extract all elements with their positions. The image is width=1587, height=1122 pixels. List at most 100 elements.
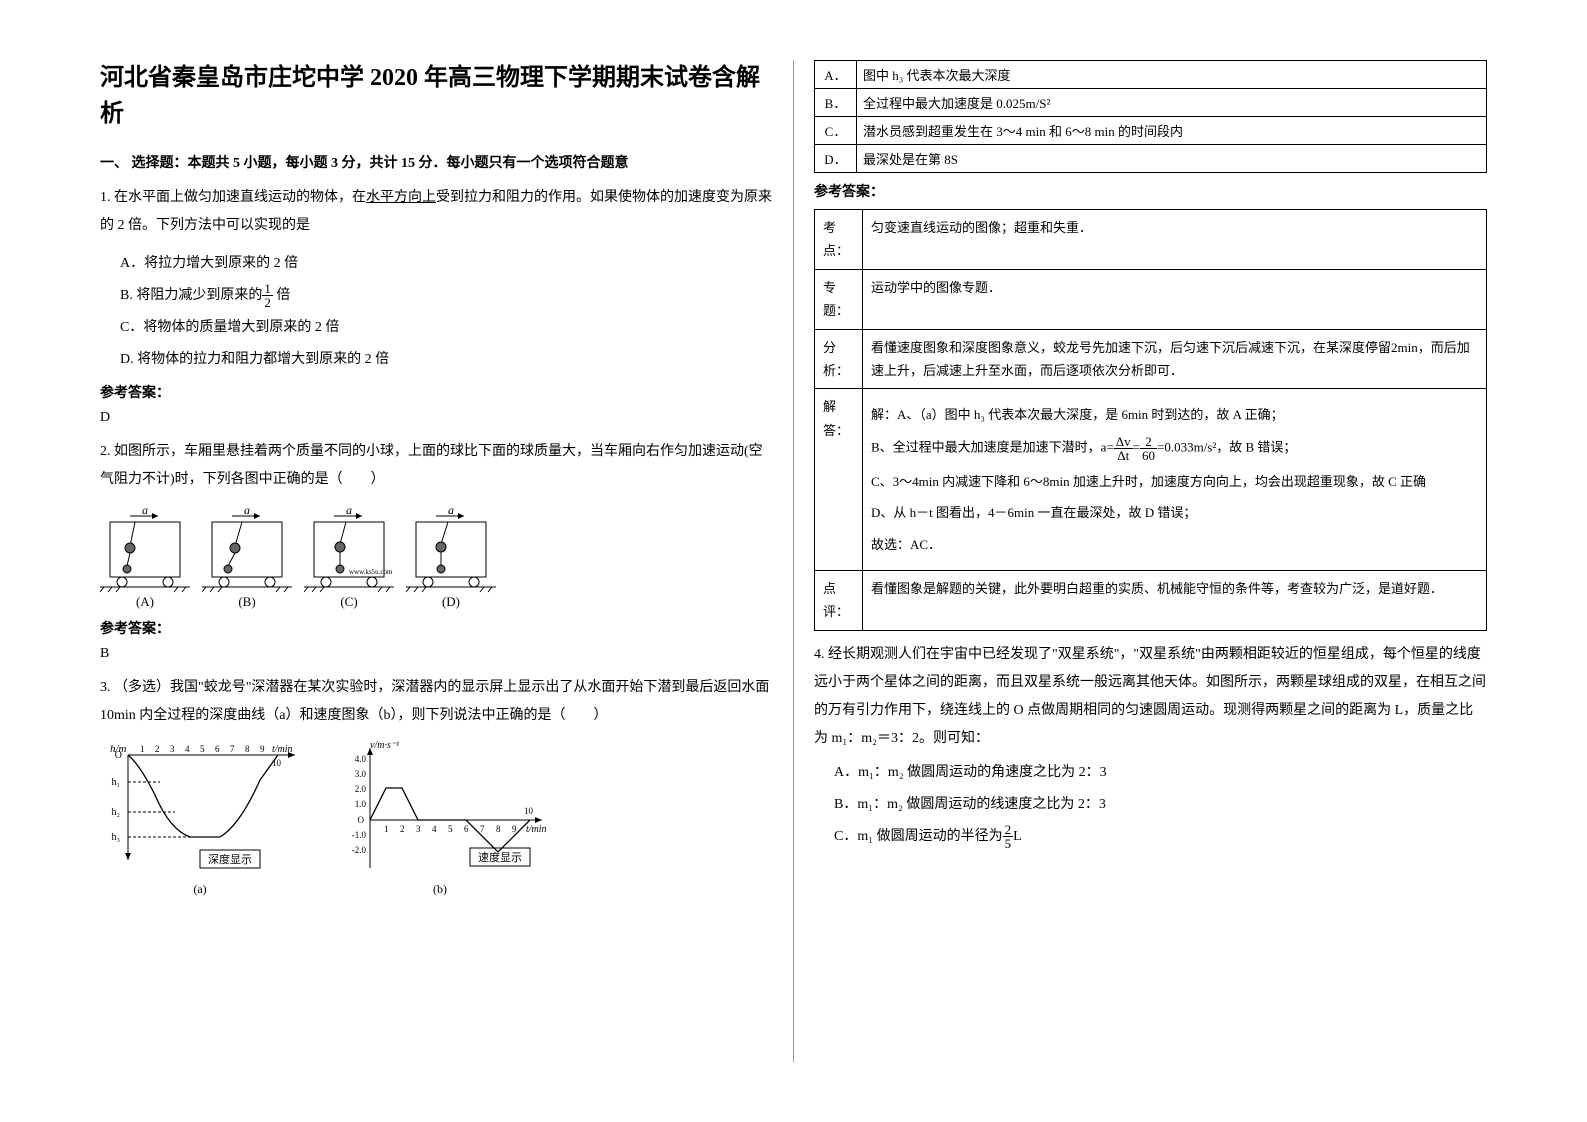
svg-text:2: 2 xyxy=(155,744,160,754)
q1-optA: A．将拉力增大到原来的 2 倍 xyxy=(120,250,773,278)
ana-r4-B-pre: B、全过程中最大加速度是加速下潜时，a= xyxy=(871,439,1114,454)
q3-optB-txt: 全过程中最大加速度是 0.025m/S² xyxy=(857,89,1487,117)
q4-optC-pre: C．m₁ 做圆周运动的半径为 xyxy=(834,829,1003,844)
svg-text:t/min: t/min xyxy=(272,744,293,755)
q4-optB: B．m₁：m₂ 做圆周运动的线速度之比为 2：3 xyxy=(834,791,1487,819)
svg-text:6: 6 xyxy=(464,824,469,834)
svg-text:8: 8 xyxy=(496,824,501,834)
q2-car-B: a (B) xyxy=(202,504,292,610)
q1-optD: D. 将物体的拉力和阻力都增大到原来的 2 倍 xyxy=(120,346,773,374)
ana-r4-B-post: =0.033m/s²，故 B 错误； xyxy=(1157,439,1296,454)
ana-r4-B-frac1: ΔvΔt xyxy=(1114,435,1133,462)
page-title: 河北省秦皇岛市庄坨中学 2020 年高三物理下学期期末试卷含解析 xyxy=(100,60,773,132)
q2-car-A: a (A) xyxy=(100,504,190,610)
svg-text:7: 7 xyxy=(480,824,485,834)
svg-text:t/min: t/min xyxy=(526,824,547,835)
q2-lbl-B: (B) xyxy=(202,594,292,610)
q3-graph-a: h/m t/min O 123 456 78910 h₁ h₂ h₃ 深度显示 … xyxy=(100,740,300,897)
q3-optA-lbl: A． xyxy=(815,61,857,89)
svg-text:a: a xyxy=(244,504,250,517)
svg-text:4: 4 xyxy=(432,824,437,834)
svg-text:v/m·s⁻¹: v/m·s⁻¹ xyxy=(370,740,399,751)
ana-r1k: 考点： xyxy=(815,210,863,270)
q2-answer-label: 参考答案： xyxy=(100,618,773,638)
svg-text:www.ks5u.com: www.ks5u.com xyxy=(349,568,393,576)
q3-text: 3. （多选）我国"蛟龙号"深潜器在某次实验时，深潜器内的显示屏上显示出了从水面… xyxy=(100,674,773,730)
svg-text:深度显示: 深度显示 xyxy=(208,852,252,866)
q3-optC-txt: 潜水员感到超重发生在 3～4 min 和 6～8 min 的时间段内 xyxy=(857,117,1487,145)
svg-text:1: 1 xyxy=(140,744,145,754)
q1-optB-post: 倍 xyxy=(273,288,291,303)
q3-cap-b: (b) xyxy=(330,882,550,897)
q2-lbl-C: (C) xyxy=(304,594,394,610)
ana-r4-B-frac2: 260 xyxy=(1140,435,1157,462)
q4-text: 4. 经长期观测人们在宇宙中已经发现了"双星系统"，"双星系统"由两颗相距较近的… xyxy=(814,641,1487,753)
svg-text:10: 10 xyxy=(524,806,534,816)
svg-text:-2.0: -2.0 xyxy=(352,845,367,855)
q3-optB-lbl: B． xyxy=(815,89,857,117)
svg-text:O: O xyxy=(358,815,365,825)
svg-text:3.0: 3.0 xyxy=(355,769,367,779)
q2-lbl-D: (D) xyxy=(406,594,496,610)
svg-text:速度显示: 速度显示 xyxy=(478,850,522,864)
svg-text:8: 8 xyxy=(245,744,250,754)
q1-answer-label: 参考答案： xyxy=(100,382,773,402)
svg-text:2.0: 2.0 xyxy=(355,784,367,794)
svg-text:6: 6 xyxy=(215,744,220,754)
svg-text:1.0: 1.0 xyxy=(355,799,367,809)
svg-text:3: 3 xyxy=(416,824,421,834)
ana-r2v: 运动学中的图像专题． xyxy=(863,269,1487,329)
q1-optB: B. 将阻力减少到原来的12 倍 xyxy=(120,282,773,310)
q4-optA: A．m₁：m₂ 做圆周运动的角速度之比为 2：3 xyxy=(834,759,1487,787)
q3-graphs: h/m t/min O 123 456 78910 h₁ h₂ h₃ 深度显示 … xyxy=(100,740,773,897)
q1-optB-pre: B. 将阻力减少到原来的 xyxy=(120,288,262,303)
q2-answer: B xyxy=(100,646,773,662)
ana-r4-D: D、从 h－t 图看出，4－6min 一直在最深处，故 D 错误； xyxy=(871,501,1478,524)
ana-r4-E: 故选：AC． xyxy=(871,533,1478,556)
ana-r4-B-eq: = xyxy=(1133,439,1140,454)
svg-text:4.0: 4.0 xyxy=(355,754,367,764)
q1-optC: C．将物体的质量增大到原来的 2 倍 xyxy=(120,314,773,342)
svg-text:7: 7 xyxy=(230,744,235,754)
q3-options-table: A．图中 h₃ 代表本次最大深度 B．全过程中最大加速度是 0.025m/S² … xyxy=(814,60,1487,173)
ana-r4k: 解答： xyxy=(815,389,863,571)
section-heading: 一、 选择题：本题共 5 小题，每小题 3 分，共计 15 分．每小题只有一个选… xyxy=(100,152,773,172)
q2-lbl-A: (A) xyxy=(100,594,190,610)
ana-r1v: 匀变速直线运动的图像；超重和失重． xyxy=(863,210,1487,270)
svg-text:3: 3 xyxy=(170,744,175,754)
svg-text:h₁: h₁ xyxy=(112,777,121,788)
q2-car-D: a (D) xyxy=(406,504,496,610)
q3-optD-txt: 最深处是在第 8S xyxy=(857,145,1487,173)
svg-text:a: a xyxy=(142,504,148,517)
svg-text:1: 1 xyxy=(384,824,389,834)
q3-answer-label: 参考答案： xyxy=(814,181,1487,201)
svg-text:a: a xyxy=(448,504,454,517)
q3-cap-a: (a) xyxy=(100,882,300,897)
q4-optC-post: L xyxy=(1013,829,1022,844)
svg-text:5: 5 xyxy=(448,824,453,834)
q2-text: 2. 如图所示，车厢里悬挂着两个质量不同的小球，上面的球比下面的球质量大，当车厢… xyxy=(100,438,773,494)
q1-underline: 水平方向上 xyxy=(366,190,436,205)
q3-optA-txt: 图中 h₃ 代表本次最大深度 xyxy=(857,61,1487,89)
ana-r4v: 解：A、（a）图中 h₃ 代表本次最大深度，是 6min 时到达的，故 A 正确… xyxy=(863,389,1487,571)
q3-optD-lbl: D． xyxy=(815,145,857,173)
q2-diagrams: a (A) a xyxy=(100,504,773,610)
svg-text:h₂: h₂ xyxy=(112,807,121,818)
q1-optB-frac: 12 xyxy=(262,282,273,309)
svg-text:a: a xyxy=(346,504,352,517)
svg-text:5: 5 xyxy=(200,744,205,754)
q1-text: 1. 在水平面上做匀加速直线运动的物体，在水平方向上受到拉力和阻力的作用。如果使… xyxy=(100,184,773,240)
svg-text:9: 9 xyxy=(512,824,517,834)
svg-text:h₃: h₃ xyxy=(112,832,121,843)
ana-r5v: 看懂图象是解题的关键，此外要明白超重的实质、机械能守恒的条件等，考查较为广泛，是… xyxy=(863,570,1487,630)
ana-r4-A: 解：A、（a）图中 h₃ 代表本次最大深度，是 6min 时到达的，故 A 正确… xyxy=(871,403,1478,426)
q3-optC-lbl: C． xyxy=(815,117,857,145)
q4-optC: C．m₁ 做圆周运动的半径为25L xyxy=(834,823,1487,851)
ana-r2k: 专题： xyxy=(815,269,863,329)
ana-r3k: 分析： xyxy=(815,329,863,389)
svg-text:9: 9 xyxy=(260,744,265,754)
q2-car-C: a www.ks5u.com (C) xyxy=(304,504,394,610)
q4-optC-frac: 25 xyxy=(1003,823,1014,850)
q1-answer: D xyxy=(100,410,773,426)
svg-text:2: 2 xyxy=(400,824,405,834)
